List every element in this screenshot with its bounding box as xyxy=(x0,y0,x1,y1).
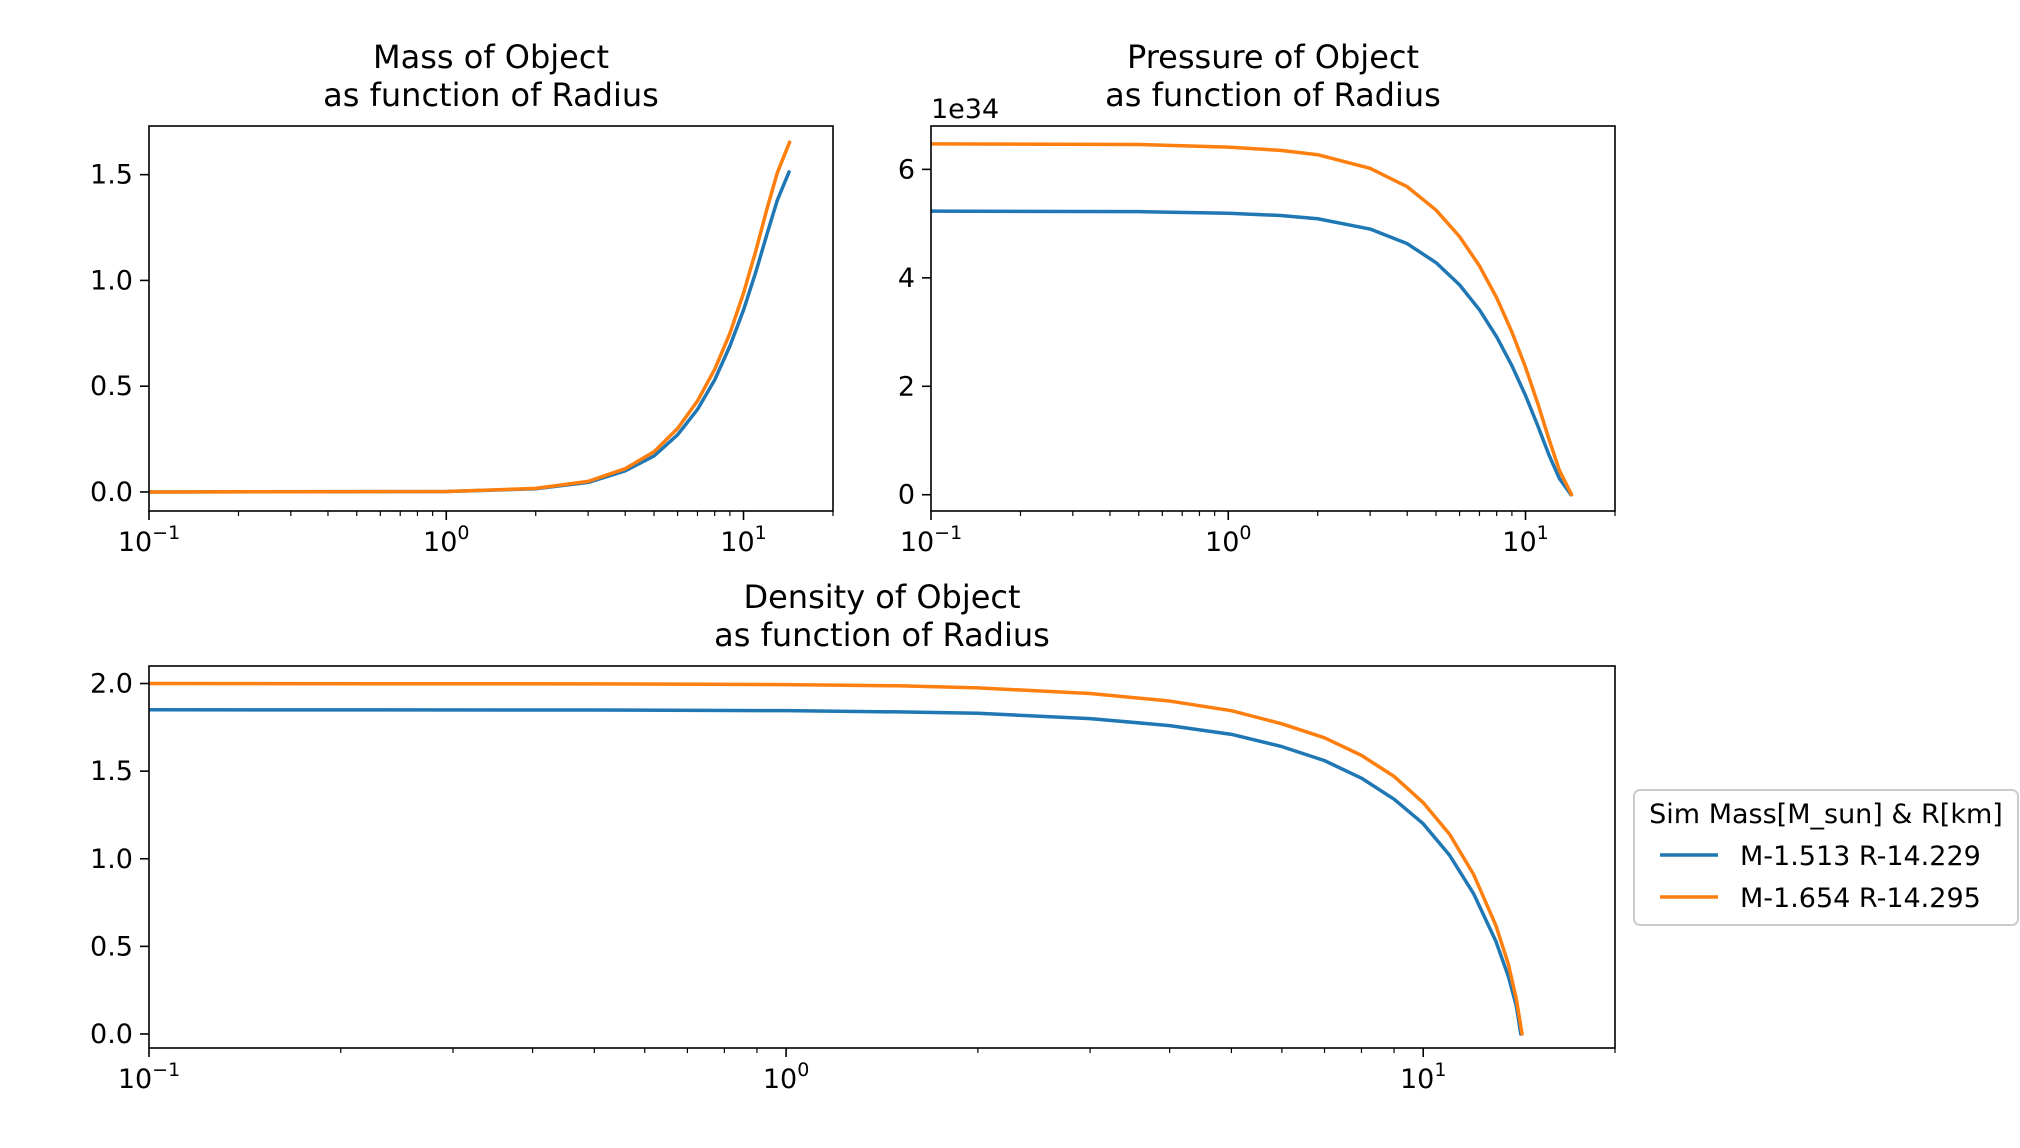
series-line-mass-1 xyxy=(149,170,791,494)
y-tick-label-density-4: 2.0 xyxy=(90,669,133,700)
y-tick-label-density-0: 0.0 xyxy=(90,1019,133,1050)
x-tick-label-pressure-1: 100 xyxy=(1205,522,1251,558)
y-tick-label-mass-1: 0.5 xyxy=(90,371,133,402)
legend-label-series-2: M-1.654 R-14.295 xyxy=(1740,883,1981,914)
x-tick-label-pressure-0: 10−1 xyxy=(900,522,962,558)
x-tick-label-density-1: 100 xyxy=(763,1059,809,1095)
x-tick-label-mass-2: 101 xyxy=(720,522,766,558)
panel-title-density-line-2: as function of Radius xyxy=(714,616,1050,654)
series-line-mass-2 xyxy=(149,140,792,494)
x-tick-label-mass-0: 10−1 xyxy=(118,522,180,558)
legend-box xyxy=(1633,789,2019,926)
x-tick-label-density-0: 10−1 xyxy=(118,1059,180,1095)
series-line-density-2 xyxy=(149,681,1524,1036)
y-tick-label-density-2: 1.0 xyxy=(90,844,133,875)
y-tick-label-density-1: 0.5 xyxy=(90,931,133,962)
y-offset-label-pressure: 1e34 xyxy=(931,94,999,125)
series-line-density-1 xyxy=(149,708,1523,1036)
series-line-pressure-2 xyxy=(931,142,1574,497)
legend-title: Sim Mass[M_sun] & R[km] xyxy=(1649,799,2003,830)
x-tick-label-density-2: 101 xyxy=(1400,1059,1446,1095)
y-tick-label-mass-2: 1.0 xyxy=(90,265,133,296)
panel-title-pressure-line-1: Pressure of Object xyxy=(1127,38,1419,76)
x-tick-label-mass-1: 100 xyxy=(423,522,469,558)
panel-title-mass-line-2: as function of Radius xyxy=(323,76,659,114)
y-tick-label-density-3: 1.5 xyxy=(90,756,133,787)
series-line-pressure-1 xyxy=(931,209,1573,497)
y-tick-label-pressure-2: 4 xyxy=(898,263,915,294)
axes-frame-density xyxy=(148,665,1616,1049)
legend: Sim Mass[M_sun] & R[km] M-1.513 R-14.229… xyxy=(1633,789,2019,926)
panel-title-density-line-1: Density of Object xyxy=(743,578,1020,616)
axes-frame-pressure xyxy=(930,125,1616,512)
y-tick-label-pressure-0: 0 xyxy=(898,480,915,511)
y-tick-label-mass-3: 1.5 xyxy=(90,160,133,191)
panel-title-mass-line-1: Mass of Object xyxy=(373,38,609,76)
axes-frame-mass xyxy=(148,125,834,512)
legend-label-series-1: M-1.513 R-14.229 xyxy=(1740,841,1981,872)
panel-title-pressure-line-2: as function of Radius xyxy=(1105,76,1441,114)
x-tick-label-pressure-2: 101 xyxy=(1502,522,1548,558)
y-tick-label-pressure-3: 6 xyxy=(898,154,915,185)
y-tick-label-pressure-1: 2 xyxy=(898,371,915,402)
y-tick-label-mass-0: 0.0 xyxy=(90,477,133,508)
